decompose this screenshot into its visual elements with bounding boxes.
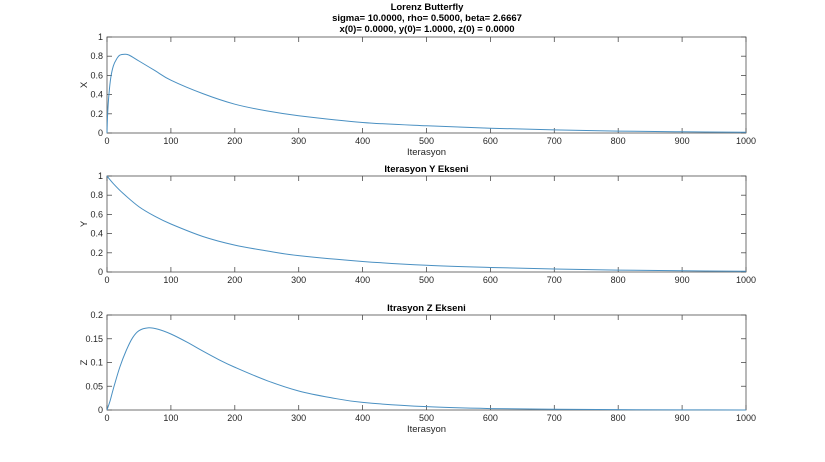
y-tick-label: 0.8: [90, 190, 103, 200]
x-tick-label: 900: [675, 275, 690, 285]
y-tick-label: 0.1: [90, 358, 103, 368]
subplot-z-xlabel: Iterasyon: [407, 424, 446, 435]
figure-title-line-3: x(0)= 0.0000, y(0)= 1.0000, z(0) = 0.000…: [339, 24, 514, 35]
y-tick-label: 0.2: [90, 310, 103, 320]
y-tick-label: 0.2: [90, 109, 103, 119]
subplot-x-xlabel: Iterasyon: [407, 147, 446, 158]
axes-box: [106, 314, 747, 411]
subplot-x: 0 100 200 300 400 500 600 700 800 900 1000 0 0.2 0.4 0…: [79, 32, 756, 158]
x-tick-label: 900: [675, 413, 690, 423]
subplot-z-ylabel: Z: [79, 359, 90, 365]
y-tick-label: 0: [98, 405, 103, 415]
y-tick-label: 0.6: [90, 209, 103, 219]
y-tick-label: 0: [98, 128, 103, 138]
x-tick-label: 500: [419, 275, 434, 285]
x-tick-label: 600: [483, 413, 498, 423]
y-tick-label: 1: [98, 171, 103, 181]
x-tick-label: 700: [547, 136, 562, 146]
x-tick-label: 0: [104, 275, 109, 285]
y-tick-label: 1: [98, 32, 103, 42]
x-tick-label: 1000: [736, 275, 756, 285]
series-line-x: [106, 53, 747, 134]
x-tick-label: 400: [355, 275, 370, 285]
x-tick-label: 0: [104, 136, 109, 146]
x-tick-label: 500: [419, 413, 434, 423]
y-tick-label: 0.2: [90, 248, 103, 258]
x-tick-label: 800: [611, 275, 626, 285]
x-tick-label: 100: [163, 275, 178, 285]
x-tick-label: 200: [227, 413, 242, 423]
x-tick-label: 600: [483, 275, 498, 285]
subplot-y: 0 100 200 300 400 500 600 700 800 900 1000 0 0.2 0.4 0…: [79, 164, 756, 285]
subplot-x-ylabel: X: [79, 81, 90, 88]
x-tick-label: 700: [547, 413, 562, 423]
x-tick-label: 800: [611, 413, 626, 423]
x-tick-label: 500: [419, 136, 434, 146]
x-tick-label: 400: [355, 413, 370, 423]
x-tick-label: 1000: [736, 136, 756, 146]
x-tick-label: 600: [483, 136, 498, 146]
x-tick-label: 100: [163, 136, 178, 146]
x-tick-label: 300: [291, 136, 306, 146]
series-line-y: [106, 175, 747, 272]
subplot-z: 0 100 200 300 400 500 600 700 800 900 1000 0 0.05 0.1…: [79, 303, 756, 435]
y-tick-label: 0.4: [90, 229, 103, 239]
subplot-y-ylabel: Y: [79, 220, 90, 227]
axes-box: [106, 36, 747, 134]
x-tick-label: 100: [163, 413, 178, 423]
subplot-y-title: Iterasyon Y Ekseni: [384, 164, 468, 175]
x-tick-label: 0: [104, 413, 109, 423]
figure-title-line-2: sigma= 10.0000, rho= 0.5000, beta= 2.666…: [332, 13, 522, 24]
x-tick-label: 800: [611, 136, 626, 146]
figure-title: Lorenz Butterfly sigma= 10.0000, rho= 0.…: [332, 2, 522, 35]
y-tick-label: 0: [98, 267, 103, 277]
x-tick-label: 400: [355, 136, 370, 146]
y-tick-label: 0.15: [85, 334, 103, 344]
x-tick-label: 200: [227, 136, 242, 146]
x-tick-label: 700: [547, 275, 562, 285]
axes-box: [106, 175, 747, 273]
y-tick-label: 0.6: [90, 70, 103, 80]
x-tick-label: 300: [291, 413, 306, 423]
subplot-z-title: Itrasyon Z Ekseni: [387, 303, 466, 314]
x-tick-label: 300: [291, 275, 306, 285]
y-tick-label: 0.4: [90, 90, 103, 100]
y-tick-label: 0.05: [85, 381, 103, 391]
x-tick-label: 200: [227, 275, 242, 285]
x-tick-label: 900: [675, 136, 690, 146]
figure-title-line-1: Lorenz Butterfly: [391, 2, 465, 13]
series-line-z: [106, 327, 747, 411]
y-tick-label: 0.8: [90, 51, 103, 61]
x-tick-label: 1000: [736, 413, 756, 423]
